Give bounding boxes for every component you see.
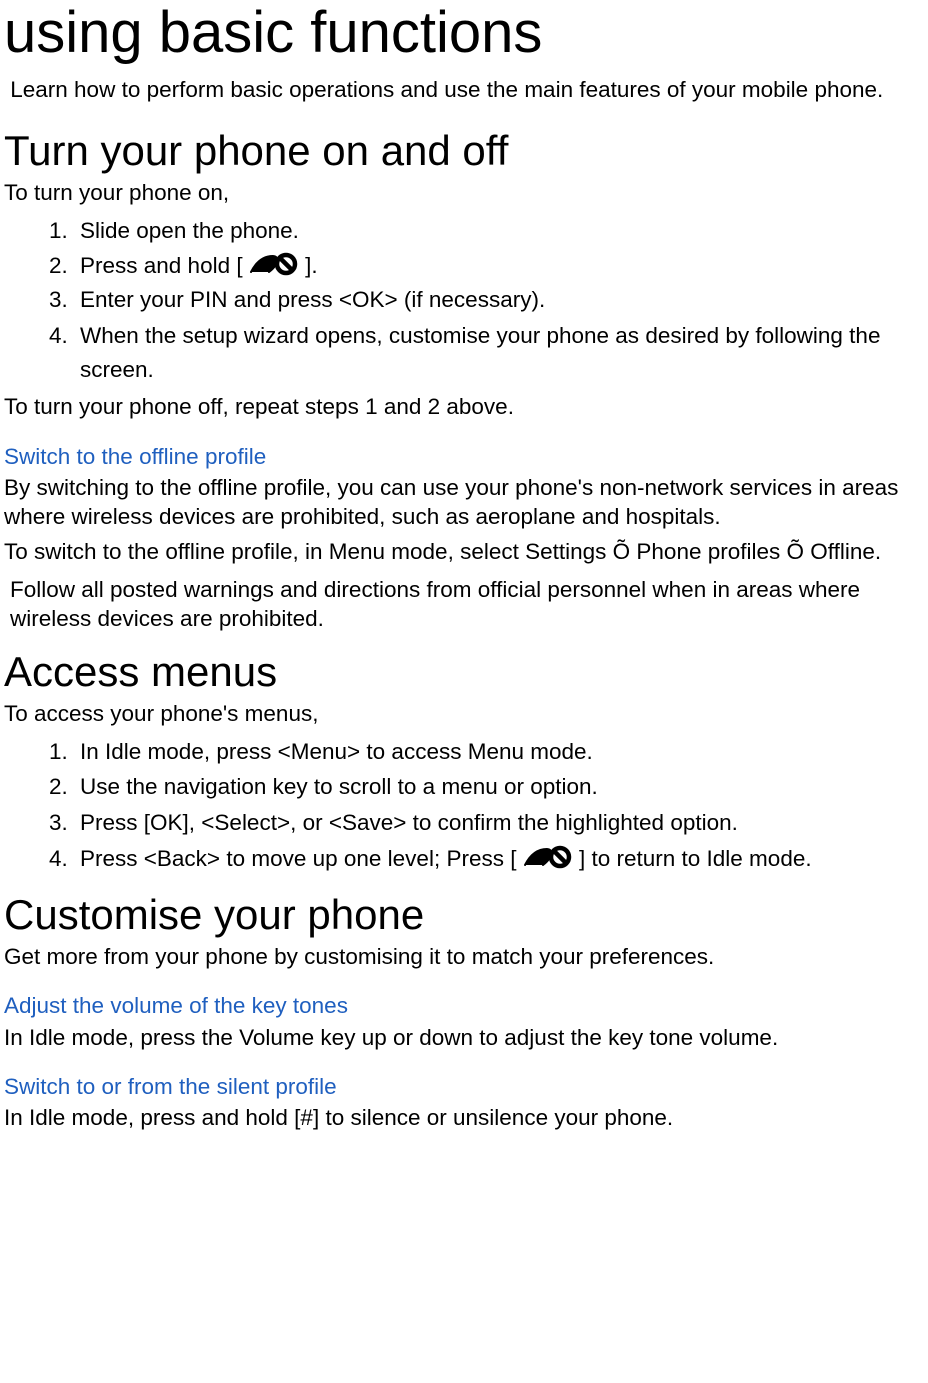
- list-item: Press [OK], <Select>, or <Save> to confi…: [74, 806, 924, 840]
- step-text-after: ] to return to Idle mode.: [573, 846, 812, 871]
- power-end-icon: [523, 843, 573, 873]
- step-text-after: ].: [299, 253, 318, 278]
- subsection-heading-offline: Switch to the offline profile: [4, 442, 924, 471]
- power-on-lead: To turn your phone on,: [4, 178, 924, 207]
- power-end-icon: [249, 250, 299, 280]
- menus-lead: To access your phone's menus,: [4, 699, 924, 728]
- offline-p2: To switch to the offline profile, in Men…: [4, 537, 924, 566]
- silent-p: In Idle mode, press and hold [#] to sile…: [4, 1103, 924, 1132]
- menus-steps: In Idle mode, press <Menu> to access Men…: [4, 735, 924, 876]
- document-page: using basic functions Learn how to perfo…: [0, 0, 928, 1158]
- page-title: using basic functions: [4, 0, 924, 67]
- step-text-before: Press <Back> to move up one level; Press…: [80, 846, 523, 871]
- offline-note: Follow all posted warnings and direction…: [10, 575, 924, 634]
- list-item: In Idle mode, press <Menu> to access Men…: [74, 735, 924, 769]
- volume-p: In Idle mode, press the Volume key up or…: [4, 1023, 924, 1052]
- customise-lead: Get more from your phone by customising …: [4, 942, 924, 971]
- list-item: Slide open the phone.: [74, 214, 924, 248]
- section-heading-menus: Access menus: [4, 647, 924, 697]
- list-item: When the setup wizard opens, customise y…: [74, 319, 924, 387]
- step-text-before: Press and hold [: [80, 253, 249, 278]
- list-item: Enter your PIN and press <OK> (if necess…: [74, 283, 924, 317]
- section-heading-power: Turn your phone on and off: [4, 126, 924, 176]
- offline-p1: By switching to the offline profile, you…: [4, 473, 924, 532]
- power-on-steps: Slide open the phone. Press and hold [ ]…: [4, 214, 924, 387]
- list-item: Press and hold [ ].: [74, 249, 924, 283]
- subsection-heading-volume: Adjust the volume of the key tones: [4, 991, 924, 1020]
- list-item: Press <Back> to move up one level; Press…: [74, 842, 924, 876]
- power-off-lead: To turn your phone off, repeat steps 1 a…: [4, 392, 924, 421]
- section-heading-customise: Customise your phone: [4, 890, 924, 940]
- subsection-heading-silent: Switch to or from the silent profile: [4, 1072, 924, 1101]
- intro-paragraph: Learn how to perform basic operations an…: [4, 75, 924, 104]
- list-item: Use the navigation key to scroll to a me…: [74, 770, 924, 804]
